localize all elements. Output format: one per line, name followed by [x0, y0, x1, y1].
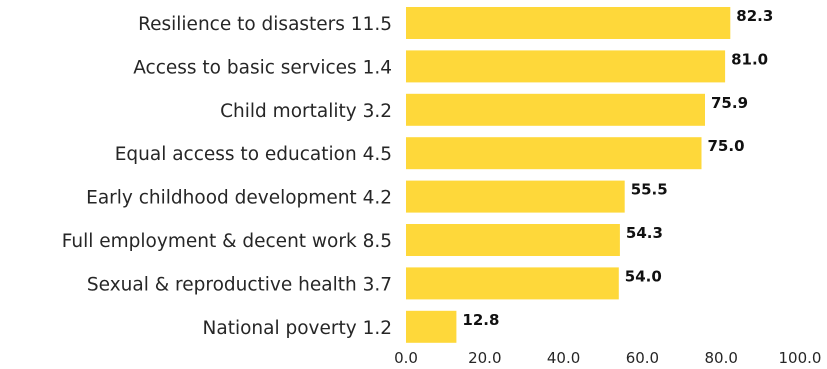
- data-label: 55.5: [631, 181, 668, 199]
- bar: [406, 180, 625, 213]
- x-tick-label: 0.0: [394, 349, 418, 367]
- bar: [406, 137, 702, 170]
- x-tick-label: 60.0: [626, 349, 659, 367]
- category-label: Full employment & decent work 8.5: [62, 231, 392, 252]
- category-label: National poverty 1.2: [203, 318, 392, 339]
- data-label: 54.3: [626, 224, 663, 242]
- category-label: Equal access to education 4.5: [115, 144, 392, 165]
- bar: [406, 93, 705, 126]
- data-label: 54.0: [625, 267, 662, 285]
- bar: [406, 224, 620, 256]
- x-tick-label: 40.0: [547, 349, 580, 367]
- category-label: Sexual & reproductive health 3.7: [87, 274, 392, 295]
- data-label: 75.9: [711, 94, 748, 112]
- category-label: Child mortality 3.2: [220, 101, 392, 122]
- x-tick-label: 20.0: [468, 349, 501, 367]
- x-tick-label: 80.0: [704, 349, 737, 367]
- category-label: Access to basic services 1.4: [133, 57, 392, 78]
- x-tick-label: 100.0: [779, 349, 822, 367]
- data-label: 75.0: [708, 137, 745, 155]
- data-label: 12.8: [462, 311, 499, 329]
- data-label: 81.0: [731, 50, 768, 68]
- bar: [406, 7, 731, 39]
- bar: [406, 267, 619, 300]
- data-label: 82.3: [736, 7, 773, 25]
- category-label: Resilience to disasters 11.5: [138, 14, 392, 35]
- bar: [406, 50, 726, 83]
- category-label: Early childhood development 4.2: [86, 188, 392, 209]
- bar: [406, 310, 457, 343]
